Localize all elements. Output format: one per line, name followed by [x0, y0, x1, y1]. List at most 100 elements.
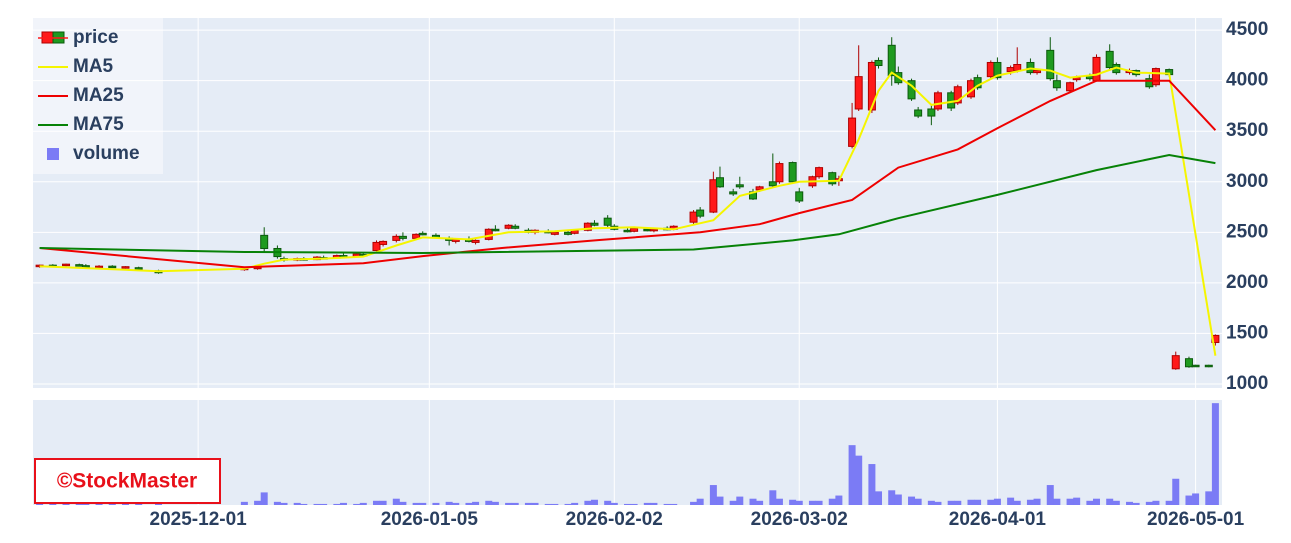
y-tick-label: 2000	[1226, 272, 1268, 293]
volume-bar	[888, 490, 896, 505]
volume-bar	[359, 502, 367, 505]
volume-bar	[775, 498, 783, 505]
candle-body	[1033, 70, 1042, 74]
candle-body	[729, 191, 738, 195]
volume-bar	[339, 502, 347, 505]
volume-bar	[868, 464, 876, 505]
volume-bar	[993, 498, 1001, 505]
candle-body	[1191, 364, 1200, 368]
watermark-box: ©StockMaster	[34, 458, 221, 504]
candle-body	[689, 211, 698, 223]
candle-body	[709, 179, 718, 213]
volume-bar	[524, 502, 532, 505]
volume-bar	[82, 503, 90, 505]
volume-bar	[604, 500, 612, 505]
volume-bar	[749, 498, 757, 505]
candle-body	[1046, 49, 1055, 80]
candle-body	[484, 228, 493, 240]
volume-bar	[1152, 500, 1160, 505]
y-tick-label: 1000	[1226, 373, 1268, 394]
ma-line	[39, 79, 1217, 269]
ma-lines	[39, 66, 1217, 356]
volume-bar	[967, 499, 975, 505]
volume-bar	[855, 455, 863, 505]
volume-bar	[1185, 495, 1193, 505]
volume-bar	[947, 500, 955, 505]
volume-bar	[313, 503, 321, 505]
volume-bar	[254, 500, 262, 505]
candle-body	[649, 228, 658, 232]
candle-body	[108, 265, 117, 269]
volume-bar	[465, 502, 473, 505]
watermark-frame	[34, 458, 221, 504]
volume-bar	[300, 503, 308, 505]
volume-bar	[795, 500, 803, 505]
volume-bar	[1007, 497, 1015, 505]
volume-bar	[280, 502, 288, 505]
volume-bar	[709, 485, 717, 505]
volume-bar	[1112, 500, 1120, 505]
volume-bar	[808, 500, 816, 505]
ma-line	[39, 66, 1217, 356]
volume-bar	[835, 495, 843, 505]
volume-bar	[584, 500, 592, 505]
legend-label: MA25	[73, 85, 124, 106]
volume-bar	[927, 500, 935, 505]
x-tick-label: 2026-02-02	[566, 509, 663, 530]
volume-bar	[485, 500, 493, 505]
legend-label: volume	[73, 143, 140, 164]
x-tick-label: 2026-04-01	[949, 509, 1047, 530]
volume-bar	[729, 500, 737, 505]
volume-bar	[399, 501, 407, 505]
legend-label: price	[73, 27, 118, 48]
volume-bar	[690, 501, 698, 505]
candle-body	[795, 191, 804, 202]
candle-body	[887, 44, 896, 77]
volume-bar	[1046, 485, 1054, 505]
candle-body	[788, 162, 797, 183]
volume-bar	[769, 490, 777, 505]
candle-body	[511, 225, 520, 229]
volume-bar	[1132, 502, 1140, 505]
volume-bar	[392, 498, 400, 505]
volume-bar	[379, 500, 387, 505]
candle-body	[1066, 82, 1075, 92]
candle-body	[372, 241, 381, 252]
volume-bar	[432, 502, 440, 505]
legend-price-icon	[38, 31, 68, 44]
volume-bar	[551, 503, 559, 505]
candle-body	[1171, 355, 1180, 370]
candle-body	[768, 181, 777, 187]
candle-body	[379, 240, 388, 245]
volume-bar	[987, 499, 995, 505]
volume-bar	[1053, 498, 1061, 505]
x-tick-label: 2026-03-02	[751, 509, 848, 530]
volume-bar	[736, 496, 744, 505]
volume-bar	[590, 499, 598, 505]
y-tick-label: 1500	[1226, 322, 1268, 343]
watermark: ©StockMaster	[57, 470, 197, 493]
volume-bar	[155, 503, 163, 505]
volume-bar	[894, 494, 902, 505]
volume-bar	[650, 502, 658, 505]
volume-bar	[815, 500, 823, 505]
volume-bar	[260, 492, 268, 505]
volume-bar	[49, 503, 57, 505]
candle-body	[550, 231, 559, 235]
candle-body	[1013, 64, 1022, 72]
candle-body	[854, 76, 863, 110]
volume-bar	[564, 503, 572, 505]
ma-line	[39, 153, 1216, 255]
candle-body	[953, 86, 962, 104]
volume-bar	[696, 498, 704, 505]
volume-bar	[571, 502, 579, 505]
volume-bar	[974, 499, 982, 505]
volume-bar	[1073, 497, 1081, 505]
volume-bar	[1165, 500, 1173, 505]
candle-body	[603, 217, 612, 226]
candle-body	[583, 222, 592, 231]
volume-bar	[108, 503, 116, 505]
volume-bar	[95, 503, 103, 505]
volume-bar	[472, 501, 480, 505]
